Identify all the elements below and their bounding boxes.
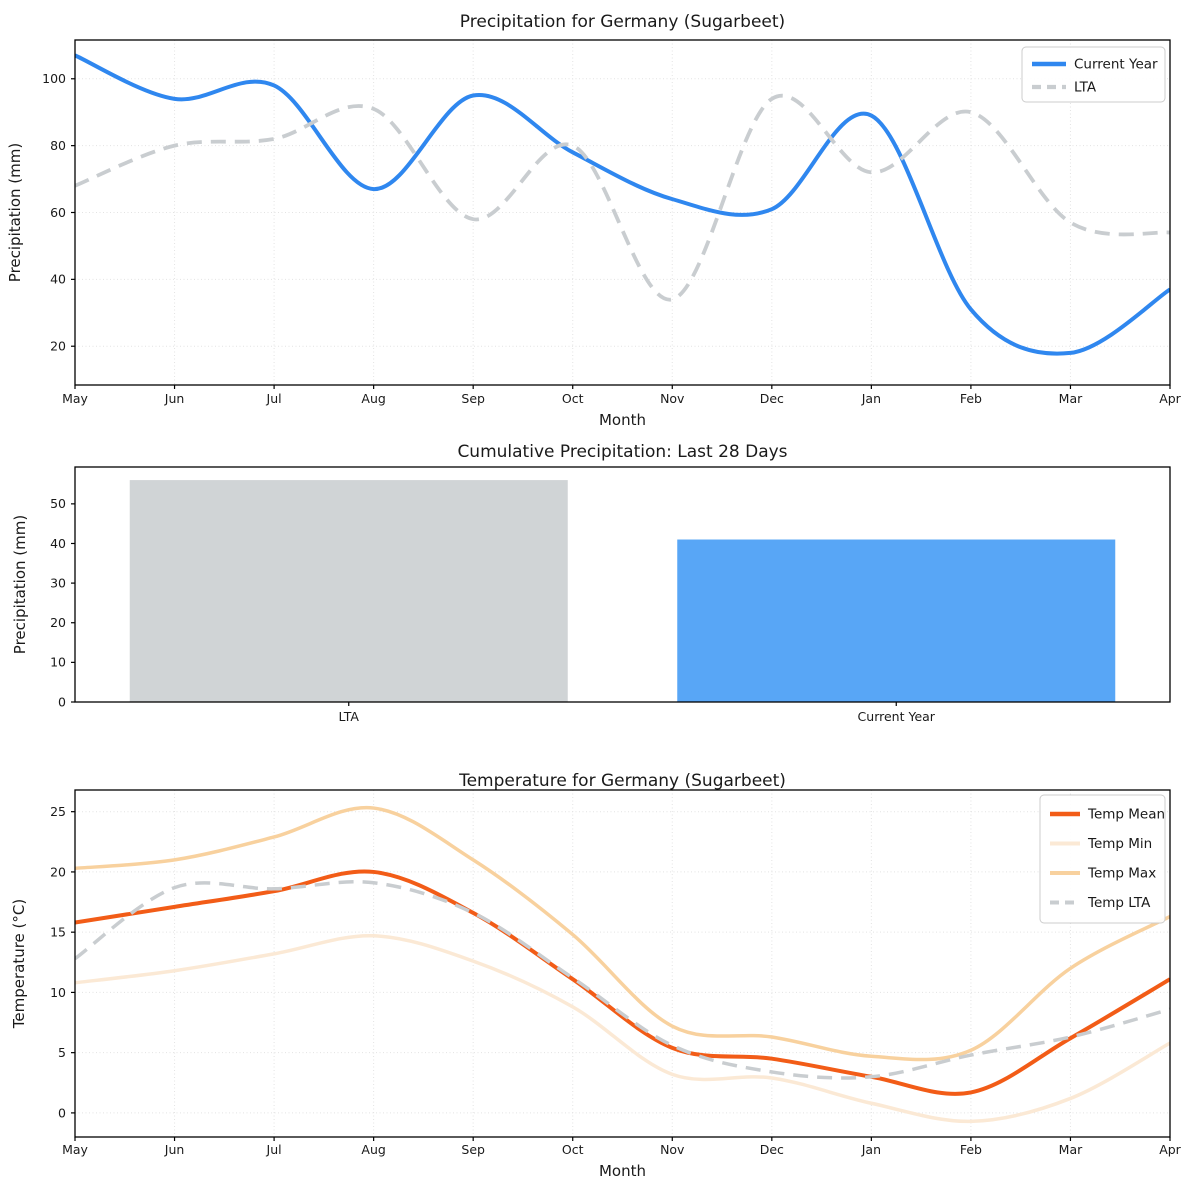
chart-title: Precipitation for Germany (Sugarbeet) xyxy=(460,12,785,32)
series-temp-mean-line xyxy=(75,869,1170,1096)
legend: Temp Mean Temp Min Temp Max Temp LTA xyxy=(1039,794,1166,924)
grid-lines xyxy=(74,40,1171,385)
y-tick-label: 30 xyxy=(50,575,66,590)
x-tick-label: Aug xyxy=(361,391,385,406)
y-axis-label: Precipitation (mm) xyxy=(6,143,24,282)
x-axis: May Jun Jul Aug Sep Oct Nov Dec Jan Feb Mar Apr xyxy=(62,385,1182,406)
x-axis-label: Month xyxy=(599,411,646,429)
chart-title: Temperature for Germany (Sugarbeet) xyxy=(458,771,786,791)
x-tick-label: Jan xyxy=(861,391,881,406)
y-tick-label: 40 xyxy=(50,272,66,287)
chart-title: Cumulative Precipitation: Last 28 Days xyxy=(457,442,787,462)
x-tick-label: May xyxy=(62,391,88,406)
series-current-year-line xyxy=(75,53,1170,356)
x-tick-label: Apr xyxy=(1159,391,1181,406)
y-tick-label: 20 xyxy=(50,339,66,354)
series-temp-lta-line xyxy=(75,880,1170,1080)
bar-lta xyxy=(129,480,568,702)
x-tick-label: Mar xyxy=(1059,1142,1083,1157)
x-tick-label: Feb xyxy=(960,1142,982,1157)
plot-border xyxy=(74,39,1171,386)
legend: Current Year LTA xyxy=(1021,46,1166,103)
x-tick-label: Oct xyxy=(562,1142,584,1157)
y-tick-label: 40 xyxy=(50,536,66,551)
y-tick-label: 100 xyxy=(42,71,66,86)
plot-border xyxy=(74,466,1171,703)
x-tick-label: Jun xyxy=(164,1142,185,1157)
y-axis-label: Precipitation (mm) xyxy=(11,515,29,654)
y-tick-label: 0 xyxy=(58,694,66,709)
legend-label: LTA xyxy=(1074,80,1097,96)
grid-lines xyxy=(74,790,1171,1137)
x-tick-label: Nov xyxy=(660,391,685,406)
y-axis: 20 40 60 80 100 xyxy=(42,71,75,354)
x-tick-label: Jan xyxy=(861,1142,881,1157)
y-tick-label: 20 xyxy=(50,864,66,879)
y-tick-label: 5 xyxy=(58,1045,66,1060)
bar-current-year xyxy=(677,539,1116,702)
x-tick-label: Current Year xyxy=(858,709,936,724)
x-tick-label: Jul xyxy=(266,391,282,406)
x-tick-label: Dec xyxy=(760,1142,784,1157)
legend-label: Temp Max xyxy=(1087,866,1156,882)
x-tick-label: May xyxy=(62,1142,88,1157)
plot-border xyxy=(74,789,1171,1138)
y-tick-label: 10 xyxy=(50,655,66,670)
y-tick-label: 15 xyxy=(50,925,66,940)
x-tick-label: Nov xyxy=(660,1142,685,1157)
series-lta-line xyxy=(75,94,1170,302)
x-tick-label: Dec xyxy=(760,391,784,406)
legend-label: Current Year xyxy=(1074,57,1158,73)
x-tick-label: Mar xyxy=(1059,391,1083,406)
series-temp-max-line xyxy=(75,805,1170,1062)
legend-label: Temp Min xyxy=(1087,836,1152,852)
y-tick-label: 0 xyxy=(58,1105,66,1120)
x-tick-label: Apr xyxy=(1159,1142,1181,1157)
y-tick-label: 60 xyxy=(50,205,66,220)
x-tick-label: Sep xyxy=(461,391,485,406)
x-tick-label: Jun xyxy=(164,391,185,406)
cumulative-precipitation-bar-chart: Cumulative Precipitation: Last 28 Days 0 1… xyxy=(11,442,1171,724)
x-axis-label: Month xyxy=(599,1162,646,1180)
y-tick-label: 80 xyxy=(50,138,66,153)
x-axis: May Jun Jul Aug Sep Oct Nov Dec Jan Feb Mar Apr xyxy=(62,1137,1182,1157)
x-tick-label: Feb xyxy=(960,391,982,406)
series-temp-min-line xyxy=(75,934,1170,1124)
y-tick-label: 20 xyxy=(50,615,66,630)
x-tick-label: Jul xyxy=(266,1142,282,1157)
x-tick-label: Oct xyxy=(562,391,584,406)
y-tick-label: 25 xyxy=(50,804,66,819)
precipitation-line-chart: Precipitation for Germany (Sugarbeet) 20 4… xyxy=(6,12,1182,429)
y-axis: 0 5 10 15 20 25 xyxy=(50,804,75,1120)
legend-label: Temp LTA xyxy=(1087,895,1151,911)
y-tick-label: 10 xyxy=(50,985,66,1000)
x-tick-label: LTA xyxy=(339,709,360,724)
y-tick-label: 50 xyxy=(50,496,66,511)
y-axis: 0 10 20 30 40 50 xyxy=(50,496,75,709)
temperature-line-chart: Temperature for Germany (Sugarbeet) 0 5 10 1… xyxy=(10,771,1182,1180)
x-tick-label: Aug xyxy=(361,1142,385,1157)
y-axis-label: Temperature (°C) xyxy=(10,899,28,1029)
x-tick-label: Sep xyxy=(461,1142,485,1157)
legend-label: Temp Mean xyxy=(1087,807,1165,823)
